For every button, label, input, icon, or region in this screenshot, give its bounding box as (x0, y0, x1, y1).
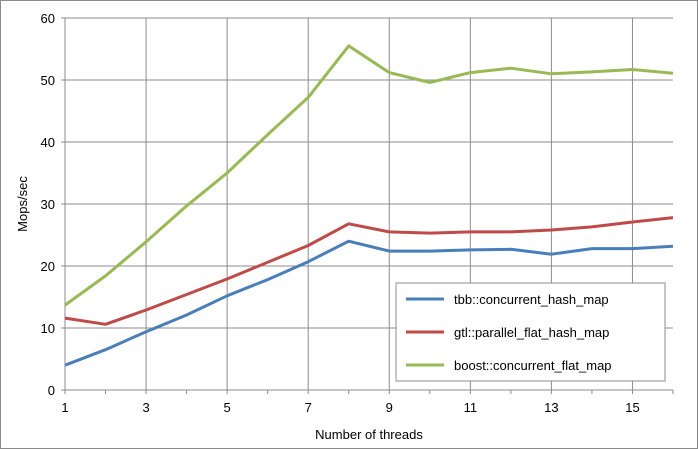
legend-label: boost::concurrent_flat_map (454, 358, 612, 373)
x-tick-label: 9 (386, 400, 393, 415)
y-tick-labels: 0 10 20 30 40 50 60 (41, 11, 55, 398)
x-tick-label: 1 (61, 400, 68, 415)
y-tick-label: 30 (41, 197, 55, 212)
x-tick-label: 15 (625, 400, 639, 415)
y-tick-label: 0 (48, 383, 55, 398)
y-axis-label: Mops/sec (15, 176, 30, 232)
series-line (64, 239, 674, 367)
legend-label: tbb::concurrent_hash_map (454, 292, 609, 307)
y-tick-label: 50 (41, 73, 55, 88)
series-lines (64, 44, 674, 367)
x-tick-label: 7 (305, 400, 312, 415)
legend: tbb::concurrent_hash_mapgtl::parallel_fl… (395, 282, 666, 382)
axes (61, 17, 674, 394)
y-tick-label: 20 (41, 259, 55, 274)
x-tick-label: 5 (224, 400, 231, 415)
y-tick-label: 10 (41, 321, 55, 336)
series-line (64, 216, 674, 326)
legend-label: gtl::parallel_flat_hash_map (454, 325, 609, 340)
x-tick-label: 3 (142, 400, 149, 415)
x-tick-label: 13 (544, 400, 558, 415)
x-tick-labels: 1 3 5 7 9 11 13 15 (61, 400, 639, 415)
series-line (64, 44, 674, 307)
x-axis-label: Number of threads (315, 427, 423, 442)
y-tick-label: 60 (41, 11, 55, 26)
x-tick-label: 11 (464, 400, 478, 415)
y-tick-label: 40 (41, 135, 55, 150)
